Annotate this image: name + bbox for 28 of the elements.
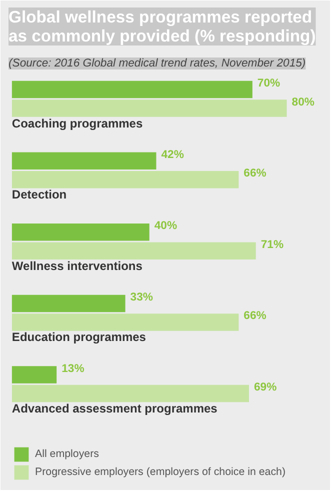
legend-label: Progressive employers (employers of choice in each) [35,466,286,478]
bar [12,384,249,402]
data-label: 40% [154,220,178,232]
bar [12,366,57,384]
y-tick-label: Education programmes [12,330,146,344]
y-tick-label: Wellness interventions [12,258,143,273]
legend-label: All employers [35,448,99,460]
bar [12,100,287,117]
data-label: 66% [244,168,266,180]
bar [12,314,239,331]
bar [12,294,126,312]
y-tick-label: Detection [12,188,67,202]
bar [12,80,252,98]
y-tick-label: Advanced assessment programmes [12,402,218,416]
bar [12,152,156,170]
bar [12,170,239,188]
bar [12,242,256,260]
data-label: 13% [62,362,84,375]
chart-subtitle: (Source: 2016 Global medical trend rates, November 2015) [8,58,306,70]
data-label: 66% [244,310,266,322]
data-label: 42% [161,148,184,161]
bar [12,224,150,241]
data-label: 80% [292,96,314,108]
data-label: 71% [260,238,284,251]
y-tick-label: Coaching programmes [12,116,143,130]
data-label: 33% [130,291,153,304]
data-label: 69% [254,382,277,394]
data-label: 70% [257,78,280,90]
